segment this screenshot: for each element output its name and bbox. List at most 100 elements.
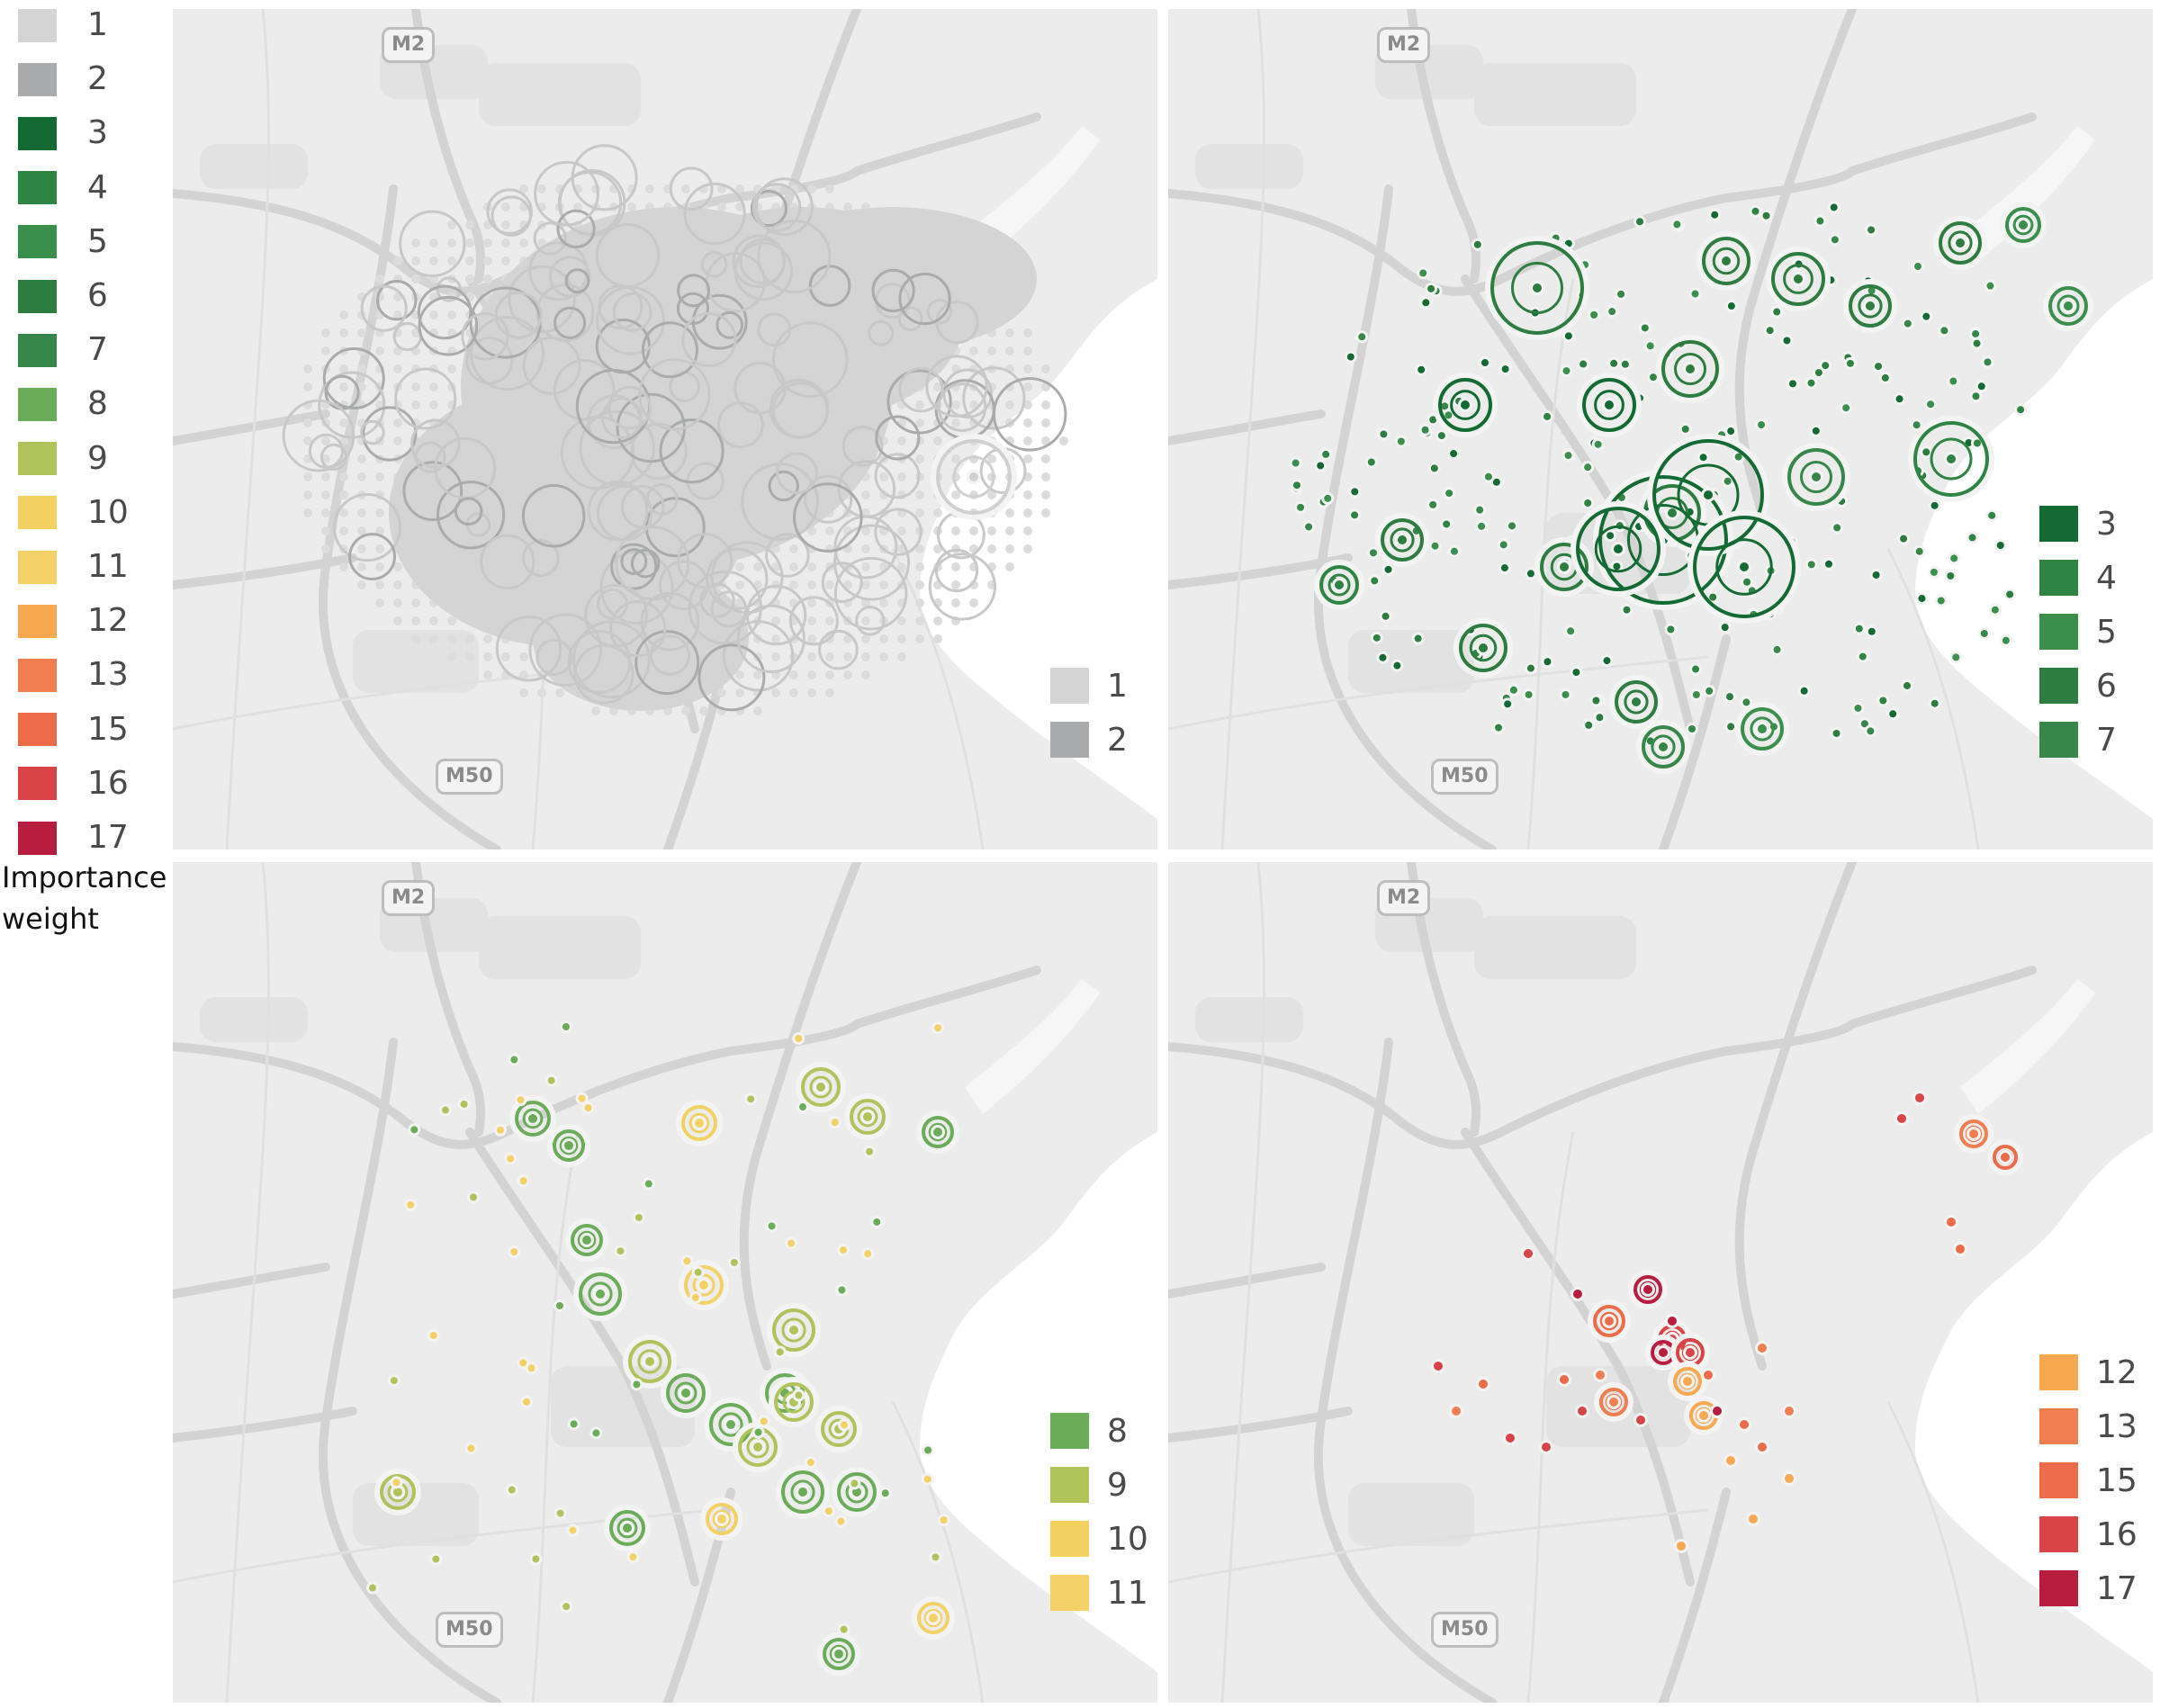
marker-dot: [1692, 691, 1700, 699]
road-shield-m2: M2: [1377, 27, 1431, 63]
marker-dot: [816, 1083, 825, 1092]
marker-dot: [1972, 329, 1980, 337]
marker-ring: [874, 508, 922, 556]
map-panel-weights-8-11[interactable]: M2 M50 8 9 10 11: [173, 862, 1157, 1703]
marker-dot: [1699, 1411, 1708, 1420]
marker-dot: [321, 544, 330, 553]
marker-dot: [753, 562, 762, 571]
marker-dot: [861, 526, 870, 535]
marker-dot: [1525, 690, 1533, 698]
marker-ring: [2048, 286, 2088, 326]
marker-dot: [1479, 643, 1488, 652]
marker-halo: [676, 1100, 723, 1146]
marker-dot: [807, 652, 816, 661]
marker-dot: [864, 1250, 872, 1258]
sea: [1915, 279, 2153, 819]
marker-dot: [1358, 333, 1366, 341]
marker-ring: [402, 461, 464, 522]
road: [1659, 634, 1731, 850]
marker-ring: [928, 553, 996, 621]
marker-dot: [923, 1475, 932, 1483]
marker-dot: [735, 562, 744, 571]
map-panel-weights-12-17[interactable]: M2 M50 12 13 15 16 17: [1168, 862, 2153, 1703]
marker-ring: [716, 310, 744, 339]
marker-ring: [781, 1470, 824, 1514]
marker-dot: [339, 508, 348, 517]
marker-dot: [1617, 290, 1625, 298]
marker-ring: [1849, 284, 1892, 328]
marker-ring: [556, 209, 596, 249]
marker-dot: [1726, 693, 1734, 701]
marker-dot: [1855, 625, 1863, 633]
marker-ring-inner: [637, 1349, 662, 1374]
panel-legend-swatch: [2039, 560, 2078, 596]
marker-dot: [1369, 549, 1377, 557]
marker-dot: [1023, 346, 1032, 355]
marker-ring: [1642, 725, 1685, 769]
panel-legend-swatch: [2039, 668, 2078, 704]
marker-dot: [321, 346, 330, 355]
marker-ring: [461, 312, 509, 361]
bull-island: [1960, 126, 2095, 261]
marker-ring: [1771, 252, 1825, 306]
map-panel-weights-1-2[interactable]: M2 M50 1 2: [173, 9, 1157, 850]
marker-dot: [1461, 400, 1470, 409]
marker-dot: [1846, 359, 1854, 367]
minor-road: [173, 1508, 714, 1584]
road: [852, 112, 1041, 175]
marker-dot: [951, 490, 960, 499]
marker-halo: [1688, 510, 1801, 624]
legend-item-2: 2: [18, 61, 108, 97]
marker-dot: [623, 1524, 632, 1533]
marker-dot: [831, 1119, 839, 1127]
panel-legend-swatch: [2039, 506, 2078, 542]
marker-dot: [321, 490, 330, 499]
marker-dot: [1371, 577, 1379, 585]
legend-item-17: 17: [18, 820, 129, 856]
panel-legend-item-5: 5: [2039, 612, 2117, 652]
marker-dot: [940, 1516, 948, 1524]
marker-ring: [436, 481, 506, 550]
map-panel-weights-3-7[interactable]: M2 M50 3 4 5 6 7: [1168, 9, 2153, 850]
marker-ring: [1993, 1145, 2018, 1170]
land-patch: [1474, 916, 1636, 979]
marker-ring-inner: [928, 1122, 948, 1142]
marker-ring: [630, 422, 688, 481]
legend-label: 6: [87, 277, 108, 314]
marker-dot: [555, 688, 564, 697]
marker-dot: [1866, 301, 1875, 310]
marker-dot: [1788, 380, 1796, 388]
marker-ring: [638, 358, 711, 431]
marker-ring: [750, 190, 788, 228]
marker-dot: [303, 364, 312, 373]
marker-dot: [771, 688, 780, 697]
marker-dot: [303, 382, 312, 391]
marker-dot: [1524, 1249, 1533, 1258]
marker-dot: [1692, 665, 1700, 673]
land-patch: [353, 630, 479, 693]
marker-dot: [1382, 612, 1390, 620]
legend-item-5: 5: [18, 223, 108, 260]
marker-dot: [1691, 290, 1699, 298]
marker-dot: [1758, 1344, 1767, 1353]
marker-ring: [666, 1373, 706, 1413]
marker-ring: [706, 1503, 738, 1535]
land-patch: [1474, 63, 1636, 126]
marker-dot: [1434, 1362, 1443, 1371]
marker-dot: [789, 562, 798, 571]
marker-halo: [1954, 1114, 1994, 1154]
marker-dot: [411, 238, 420, 247]
marker-ring: [549, 256, 591, 298]
marker-dot: [1508, 522, 1516, 530]
legend-label: 3: [87, 114, 108, 152]
marker-dot: [969, 346, 978, 355]
marker-ring-inner: [718, 1412, 743, 1437]
marker-dot: [429, 256, 438, 265]
marker-dot: [879, 634, 888, 643]
legend-label: 2: [87, 60, 108, 98]
marker-dot: [1930, 501, 1939, 509]
marker-dot: [393, 418, 402, 427]
marker-dot: [798, 1103, 806, 1111]
marker-dot: [1380, 430, 1388, 438]
marker-ring: [804, 474, 853, 524]
